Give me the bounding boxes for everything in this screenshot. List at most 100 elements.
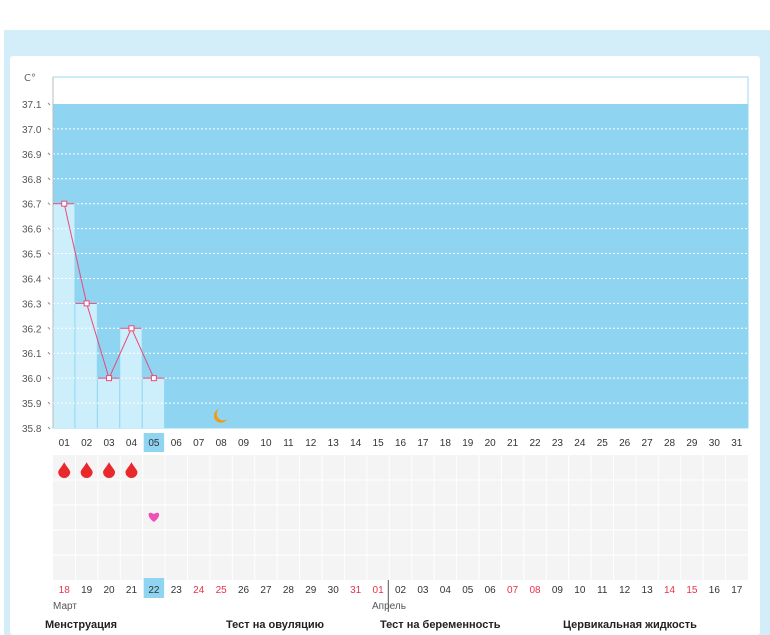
cycle-day-label[interactable]: 04 [440, 585, 452, 596]
cycle-day-label[interactable]: 17 [731, 585, 743, 596]
cycle-day-label[interactable]: 24 [193, 585, 205, 596]
cycle-day-label[interactable]: 22 [148, 585, 160, 596]
cycle-day-label[interactable]: 29 [305, 585, 317, 596]
y-tick-mark [47, 351, 51, 355]
x-tick-label[interactable]: 21 [507, 438, 519, 449]
cycle-day-label[interactable]: 09 [552, 585, 564, 596]
x-tick-label[interactable]: 30 [709, 438, 721, 449]
cycle-day-label[interactable]: 08 [529, 585, 541, 596]
cycle-day-label[interactable]: 25 [216, 585, 228, 596]
x-tick-label[interactable]: 09 [238, 438, 250, 449]
x-tick-label[interactable]: 04 [126, 438, 138, 449]
cycle-day-label[interactable]: 11 [597, 585, 608, 596]
x-tick-label[interactable]: 18 [440, 438, 452, 449]
cycle-day-label[interactable]: 20 [103, 585, 115, 596]
temperature-point[interactable] [83, 300, 90, 307]
x-tick-label[interactable]: 27 [642, 438, 654, 449]
x-tick-label[interactable]: 01 [59, 438, 71, 449]
y-tick-mark [47, 277, 51, 280]
cycle-day-label[interactable]: 05 [462, 585, 474, 596]
cycle-day-label[interactable]: 30 [328, 585, 340, 596]
temperature-point[interactable] [128, 325, 135, 332]
y-tick-label: 36.8 [22, 175, 42, 186]
blood-drop-icon[interactable] [58, 462, 71, 479]
cycle-day-label[interactable]: 14 [664, 585, 676, 596]
legend-menstruation[interactable]: Менструация [45, 619, 118, 631]
y-tick-mark [47, 252, 51, 255]
heart-icon[interactable] [148, 512, 160, 522]
month-label-march: Март [53, 601, 77, 612]
cycle-day-label[interactable]: 10 [574, 585, 586, 596]
cycle-day-label[interactable]: 01 [373, 585, 385, 596]
cycle-day-label[interactable]: 16 [709, 585, 721, 596]
x-tick-label[interactable]: 14 [350, 438, 362, 449]
x-tick-label[interactable]: 03 [103, 438, 115, 449]
x-tick-label[interactable]: 15 [373, 438, 385, 449]
x-tick-label[interactable]: 11 [283, 438, 294, 449]
x-tick-label[interactable]: 06 [171, 438, 183, 449]
cycle-day-label[interactable]: 21 [126, 585, 138, 596]
x-tick-label[interactable]: 26 [619, 438, 631, 449]
temperature-point[interactable] [106, 375, 113, 382]
cycle-day-label[interactable]: 26 [238, 585, 250, 596]
x-tick-label[interactable]: 20 [485, 438, 497, 449]
x-tick-label[interactable]: 08 [216, 438, 228, 449]
legend-pregnancy-test[interactable]: Тест на беременность [380, 619, 501, 631]
y-tick-mark [47, 302, 51, 305]
cycle-day-label[interactable]: 28 [283, 585, 295, 596]
y-tick-mark [47, 152, 51, 156]
blood-drop-icon[interactable] [103, 462, 116, 479]
legend-ovulation-test[interactable]: Тест на овуляцию [226, 619, 325, 631]
cycle-day-label[interactable]: 03 [417, 585, 429, 596]
x-tick-label[interactable]: 07 [193, 438, 205, 449]
cycle-day-label[interactable]: 15 [686, 585, 698, 596]
y-tick-mark [47, 376, 51, 380]
event-grid [53, 455, 748, 580]
x-tick-label[interactable]: 22 [529, 438, 541, 449]
y-tick-label: 36.1 [22, 349, 42, 360]
x-tick-label[interactable]: 10 [260, 438, 272, 449]
cycle-day-label[interactable]: 23 [171, 585, 183, 596]
x-tick-label[interactable]: 24 [574, 438, 586, 449]
x-tick-label[interactable]: 12 [305, 438, 317, 449]
y-tick-label: 35.9 [22, 399, 42, 410]
cycle-day-label[interactable]: 12 [619, 585, 631, 596]
y-tick-mark [47, 227, 51, 230]
cycle-day-label[interactable]: 31 [350, 585, 362, 596]
y-tick-label: 36.0 [22, 374, 42, 385]
x-tick-label[interactable]: 25 [597, 438, 609, 449]
current-day-highlight [143, 433, 165, 452]
cycle-day-label[interactable]: 13 [642, 585, 654, 596]
cycle-day-label[interactable]: 06 [485, 585, 497, 596]
y-tick-mark [47, 202, 51, 206]
y-tick-label: 36.4 [22, 274, 42, 285]
y-tick-mark [47, 401, 51, 405]
x-tick-label[interactable]: 17 [417, 438, 429, 449]
cycle-day-label[interactable]: 19 [81, 585, 93, 596]
x-tick-label[interactable]: 13 [328, 438, 340, 449]
cycle-day-label[interactable]: 27 [260, 585, 272, 596]
legend-cervical-fluid[interactable]: Цервикальная жидкость [563, 619, 697, 631]
x-tick-label[interactable]: 29 [686, 438, 698, 449]
y-tick-label: 37.1 [22, 100, 42, 111]
blood-drop-icon[interactable] [80, 462, 93, 479]
x-tick-label[interactable]: 19 [462, 438, 474, 449]
temperature-point[interactable] [150, 375, 157, 382]
x-tick-label[interactable]: 05 [148, 438, 160, 449]
cycle-day-label[interactable]: 07 [507, 585, 519, 596]
y-tick-label: 36.7 [22, 200, 42, 211]
cycle-day-label[interactable]: 18 [59, 585, 71, 596]
temperature-point[interactable] [61, 200, 68, 207]
x-tick-label[interactable]: 23 [552, 438, 564, 449]
x-tick-label[interactable]: 28 [664, 438, 676, 449]
blood-drop-icon[interactable] [125, 462, 138, 479]
y-tick-label: 36.3 [22, 299, 42, 310]
x-tick-label[interactable]: 02 [81, 438, 93, 449]
y-tick-label: 35.8 [22, 424, 42, 435]
cycle-day-label[interactable]: 02 [395, 585, 407, 596]
y-tick-label: 36.5 [22, 250, 42, 261]
y-tick-mark [47, 426, 51, 430]
y-tick-mark [47, 177, 51, 181]
x-tick-label[interactable]: 16 [395, 438, 407, 449]
x-tick-label[interactable]: 31 [731, 438, 743, 449]
